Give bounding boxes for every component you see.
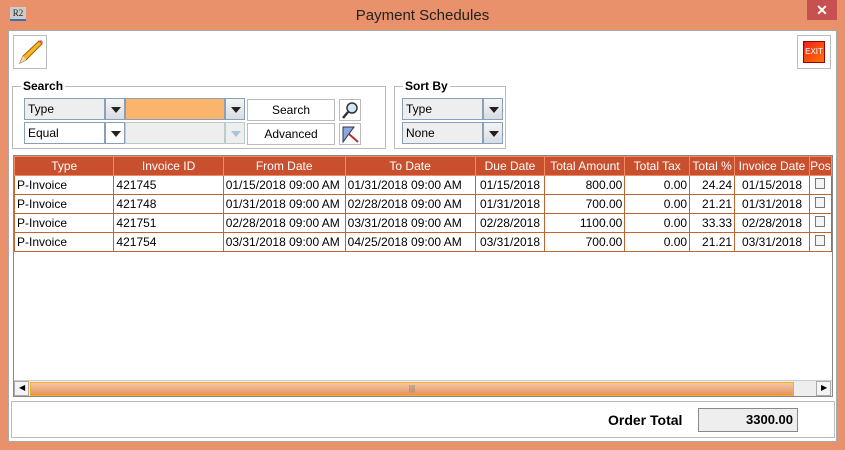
table-cell: 0.00	[624, 194, 691, 214]
advanced-button[interactable]: Advanced	[247, 123, 335, 145]
search-legend: Search	[23, 79, 64, 93]
table-cell: P-Invoice	[14, 194, 115, 214]
search-panel: Search	[12, 79, 386, 149]
table-cell: 700.00	[544, 194, 626, 214]
table-cell: 800.00	[544, 175, 626, 195]
table-cell: 01/15/2018 09:00 AM	[222, 175, 346, 195]
chevron-down-icon[interactable]	[483, 98, 503, 120]
table-row[interactable]: P-Invoice 421748 01/31/2018 09:00 AM 02/28/…	[14, 194, 832, 214]
table-cell: 04/25/2018 09:00 AM	[344, 232, 476, 252]
exit-button[interactable]: EXIT	[797, 35, 831, 69]
sort-legend: Sort By	[405, 79, 448, 93]
pos-cell	[808, 194, 832, 214]
payments-table: Type Invoice ID From Date To Date Due Date To…	[13, 155, 833, 397]
order-total-label: Order Total	[608, 412, 683, 428]
chevron-down-icon[interactable]	[483, 122, 503, 144]
find-button[interactable]	[339, 99, 361, 121]
table-cell: 421748	[113, 194, 224, 214]
value2-select	[125, 122, 225, 144]
table-cell: 02/28/2018	[734, 213, 810, 233]
edit-button[interactable]	[13, 35, 47, 69]
pos-cell	[808, 213, 832, 233]
table-cell: 24.24	[689, 175, 736, 195]
pos-checkbox[interactable]	[815, 178, 826, 189]
table-cell: 421751	[113, 213, 224, 233]
table-cell: 1100.00	[544, 213, 626, 233]
pos-checkbox[interactable]	[815, 216, 826, 227]
column-header[interactable]: Total %	[689, 156, 736, 176]
chevron-down-icon[interactable]	[105, 122, 125, 144]
table-cell: 02/28/2018 09:00 AM	[222, 213, 346, 233]
table-cell: P-Invoice	[14, 213, 115, 233]
pos-checkbox[interactable]	[815, 235, 826, 246]
table-cell: 01/15/2018	[474, 175, 546, 195]
table-cell: 03/31/2018	[474, 232, 546, 252]
column-header[interactable]: Pos	[808, 156, 832, 176]
scroll-right-button[interactable]: ▶	[816, 381, 831, 396]
table-cell: 33.33	[689, 213, 736, 233]
table-cell: 421745	[113, 175, 224, 195]
table-cell: 01/15/2018	[734, 175, 810, 195]
table-cell: 0.00	[624, 213, 691, 233]
column-header[interactable]: Invoice Date	[734, 156, 810, 176]
column-header[interactable]: Total Amount	[544, 156, 626, 176]
chevron-down-icon	[225, 122, 245, 144]
table-cell: 03/31/2018	[734, 232, 810, 252]
table-cell: 0.00	[624, 232, 691, 252]
order-total-field: 3300.00	[698, 408, 798, 432]
column-header[interactable]: Type	[14, 156, 115, 176]
horizontal-scrollbar[interactable]: ◀ ||| ▶	[14, 380, 832, 396]
sort-panel: Sort By	[394, 79, 506, 149]
chevron-down-icon[interactable]	[105, 98, 125, 120]
table-cell: 01/31/2018	[734, 194, 810, 214]
table-cell: 0.00	[624, 175, 691, 195]
close-button[interactable]: ✕	[807, 0, 837, 20]
table-cell: 421754	[113, 232, 224, 252]
client-area: EXIT Search Type Search Equal Advanced S…	[8, 30, 837, 442]
pos-cell	[808, 232, 832, 252]
table-cell: 21.21	[689, 232, 736, 252]
table-cell: P-Invoice	[14, 232, 115, 252]
table-cell: 01/31/2018	[474, 194, 546, 214]
advanced-search-button[interactable]	[339, 123, 361, 145]
table-cell: 02/28/2018 09:00 AM	[344, 194, 476, 214]
table-cell: 03/31/2018 09:00 AM	[344, 213, 476, 233]
footer-panel: Order Total 3300.00	[11, 401, 835, 438]
pencil-icon	[19, 40, 43, 65]
column-header[interactable]: Due Date	[474, 156, 546, 176]
pos-checkbox[interactable]	[815, 197, 826, 208]
search-button[interactable]: Search	[247, 99, 335, 121]
search-field-select[interactable]: Type	[24, 98, 105, 120]
scroll-left-button[interactable]: ◀	[14, 381, 29, 396]
pos-cell	[808, 175, 832, 195]
table-cell: P-Invoice	[14, 175, 115, 195]
column-header[interactable]: To Date	[344, 156, 476, 176]
table-cell: 02/28/2018	[474, 213, 546, 233]
window-title: Payment Schedules	[355, 7, 490, 24]
exit-icon: EXIT	[803, 41, 825, 63]
table-cell: 01/31/2018 09:00 AM	[222, 194, 346, 214]
chevron-down-icon[interactable]	[225, 98, 245, 120]
column-header[interactable]: Invoice ID	[113, 156, 224, 176]
advanced-search-icon	[342, 126, 359, 144]
scrollbar-thumb[interactable]: |||	[30, 382, 794, 396]
magnifier-icon	[342, 102, 358, 119]
table-cell: 03/31/2018 09:00 AM	[222, 232, 346, 252]
table-row[interactable]: P-Invoice 421745 01/15/2018 09:00 AM 01/31/…	[14, 175, 832, 195]
column-header[interactable]: Total Tax	[624, 156, 691, 176]
sort-primary-select[interactable]: Type	[402, 98, 483, 120]
app-icon: R2	[10, 7, 26, 21]
column-header[interactable]: From Date	[222, 156, 346, 176]
operator-select[interactable]: Equal	[24, 122, 105, 144]
table-row[interactable]: P-Invoice 421751 02/28/2018 09:00 AM 03/31/…	[14, 213, 832, 233]
sort-secondary-select[interactable]: None	[402, 122, 483, 144]
table-cell: 01/31/2018 09:00 AM	[344, 175, 476, 195]
table-cell: 21.21	[689, 194, 736, 214]
table-cell: 700.00	[544, 232, 626, 252]
search-value-select[interactable]	[125, 98, 225, 120]
table-row[interactable]: P-Invoice 421754 03/31/2018 09:00 AM 04/25/…	[14, 232, 832, 252]
